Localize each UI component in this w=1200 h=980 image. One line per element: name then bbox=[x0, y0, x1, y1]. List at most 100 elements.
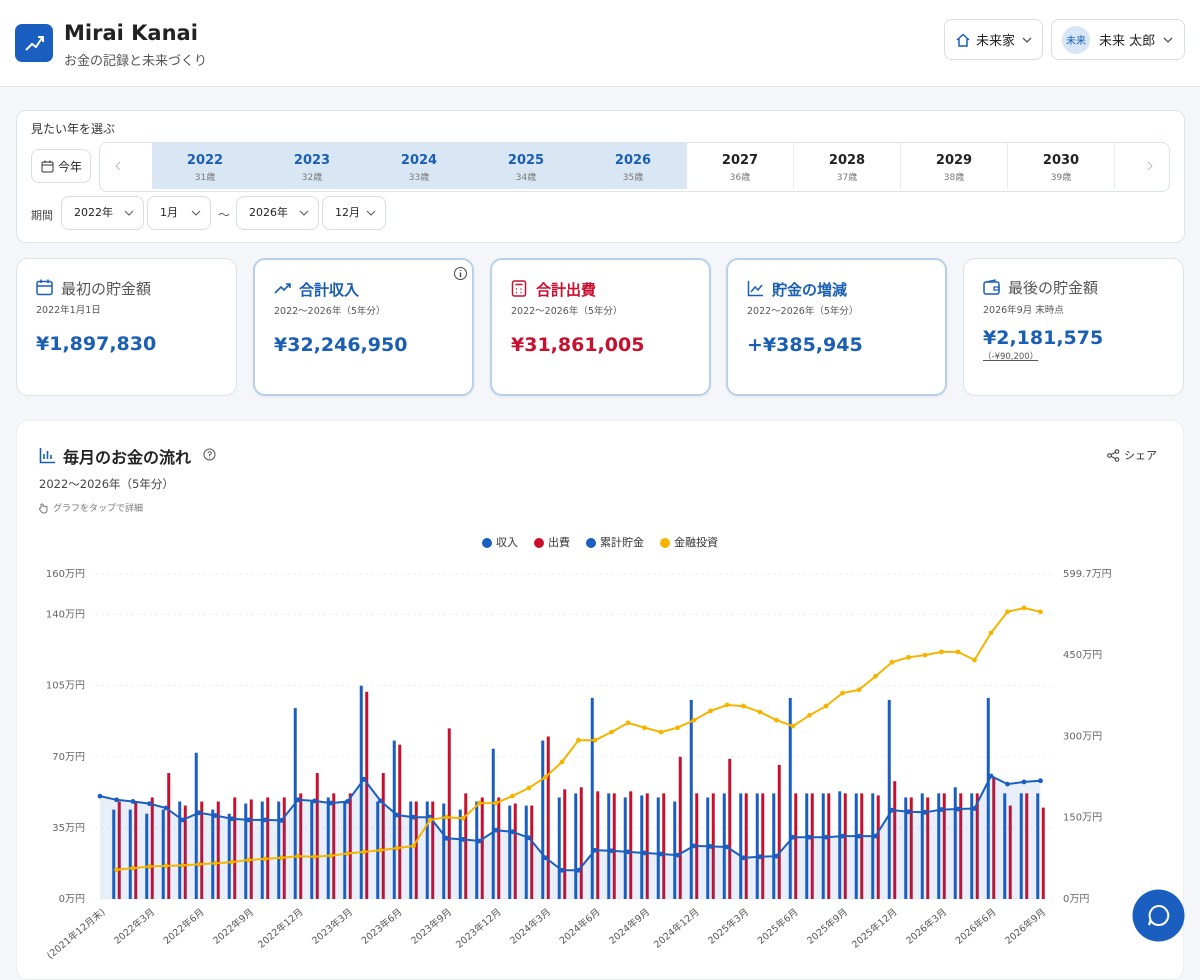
scroll-left[interactable] bbox=[114, 161, 122, 171]
point bbox=[1005, 609, 1010, 615]
bar bbox=[128, 809, 132, 899]
year-cell[interactable]: 2027 36歳 bbox=[687, 143, 794, 189]
year-cell[interactable]: 2026 35歳 bbox=[580, 143, 687, 189]
bar bbox=[926, 797, 930, 899]
bar bbox=[739, 793, 743, 899]
card-value: ¥32,246,950 bbox=[274, 334, 408, 356]
point bbox=[922, 809, 928, 815]
card-title: 貯金の増減 bbox=[772, 281, 848, 299]
bar bbox=[475, 801, 479, 899]
year-cell[interactable]: 2022 31歳 bbox=[152, 143, 259, 189]
point bbox=[163, 863, 169, 869]
year-label: 2028 bbox=[828, 153, 866, 168]
year-cell[interactable]: 2030 39歳 bbox=[1008, 143, 1115, 189]
card-subtitle: 2026年9月 末時点 bbox=[983, 305, 1064, 316]
chat-button[interactable] bbox=[1132, 889, 1185, 942]
user-button[interactable]: 未来 未来 太郎 bbox=[1051, 19, 1185, 60]
bar bbox=[310, 801, 314, 899]
bar bbox=[431, 801, 435, 899]
bar bbox=[178, 801, 182, 899]
bar bbox=[755, 793, 759, 899]
point bbox=[592, 847, 598, 853]
bar bbox=[970, 793, 974, 899]
year-label: 2027 bbox=[721, 153, 759, 168]
year-cell[interactable]: 2025 34歳 bbox=[473, 143, 580, 189]
bar bbox=[772, 793, 776, 899]
x-tick-label: 2023年6月 bbox=[359, 906, 404, 947]
share-label: シェア bbox=[1124, 449, 1157, 462]
point bbox=[543, 774, 548, 780]
point bbox=[312, 798, 317, 804]
bar bbox=[546, 736, 550, 899]
bar bbox=[398, 744, 402, 899]
point bbox=[97, 793, 103, 799]
point bbox=[592, 737, 598, 743]
bar-chart-icon bbox=[39, 448, 55, 464]
point bbox=[130, 799, 136, 804]
card-subtitle: 2022〜2026年（5年分） bbox=[511, 306, 623, 317]
chevron bbox=[1022, 37, 1032, 43]
age-label: 34歳 bbox=[515, 173, 537, 183]
hand-icon bbox=[38, 503, 48, 514]
share-button[interactable]: シェア bbox=[1107, 447, 1157, 463]
today-button[interactable]: 今年 bbox=[31, 149, 91, 183]
bar bbox=[640, 795, 644, 899]
point bbox=[576, 867, 581, 873]
point bbox=[229, 816, 235, 822]
bar bbox=[838, 791, 842, 899]
household-button[interactable]: 未来家 bbox=[944, 19, 1043, 60]
point bbox=[411, 814, 416, 820]
point bbox=[840, 833, 845, 839]
info-icon[interactable] bbox=[453, 266, 468, 281]
bar bbox=[409, 801, 413, 899]
year-cell[interactable]: 2028 37歳 bbox=[794, 143, 901, 189]
end-month-select[interactable]: 12月 bbox=[322, 196, 386, 230]
age-label: 39歳 bbox=[1050, 173, 1072, 183]
x-tick-label: 2023年12月 bbox=[453, 906, 503, 951]
bar bbox=[761, 793, 765, 899]
year-cell[interactable]: 2023 32歳 bbox=[259, 143, 366, 189]
help-icon[interactable] bbox=[203, 448, 216, 461]
point bbox=[328, 800, 334, 806]
bar bbox=[194, 752, 198, 899]
point bbox=[955, 806, 961, 812]
start-year-select[interactable]: 2022年 bbox=[61, 196, 144, 230]
bar bbox=[167, 773, 171, 899]
bar bbox=[1019, 793, 1023, 899]
y-tick-label: 105万円 bbox=[46, 681, 85, 692]
y-tick-label: 140万円 bbox=[46, 610, 85, 621]
summary-card[interactable]: 合計収入 2022〜2026年（5年分） ¥32,246,950 bbox=[253, 258, 474, 396]
year-cell[interactable]: 2029 38歳 bbox=[901, 143, 1008, 189]
bar bbox=[557, 797, 561, 899]
year-label: 2023 bbox=[293, 153, 331, 168]
bar bbox=[458, 809, 462, 899]
bar bbox=[876, 795, 880, 899]
bar bbox=[629, 791, 633, 899]
household-name: 未来家 bbox=[976, 34, 1016, 49]
chart-title: 毎月のお金の流れ bbox=[63, 448, 192, 467]
bar bbox=[975, 793, 979, 899]
point bbox=[295, 797, 301, 803]
start-month-select[interactable]: 1月 bbox=[147, 196, 211, 230]
point bbox=[345, 799, 350, 804]
point bbox=[213, 860, 218, 866]
card-value: +¥385,945 bbox=[747, 334, 863, 356]
point bbox=[856, 687, 862, 693]
point bbox=[939, 649, 944, 655]
year-label: 2025 bbox=[507, 153, 545, 168]
bar bbox=[986, 697, 990, 899]
point bbox=[906, 654, 911, 660]
summary-card[interactable]: 合計出費 2022〜2026年（5年分） ¥31,861,005 bbox=[490, 258, 711, 396]
scroll-right[interactable] bbox=[1146, 161, 1154, 171]
bar bbox=[1003, 793, 1007, 899]
bar bbox=[425, 801, 429, 899]
point bbox=[724, 702, 730, 708]
y2-tick-label: 450万円 bbox=[1063, 650, 1102, 661]
end-year-select[interactable]: 2026年 bbox=[236, 196, 319, 230]
year-cell[interactable]: 2024 33歳 bbox=[366, 143, 473, 189]
header: Mirai Kanai お金の記録と未来づくり 未来家 未来 未来 太郎 bbox=[0, 0, 1200, 87]
bar bbox=[541, 740, 545, 899]
x-tick-label: 2025年12月 bbox=[849, 906, 899, 951]
point bbox=[477, 838, 482, 844]
summary-card[interactable]: 貯金の増減 2022〜2026年（5年分） +¥385,945 bbox=[726, 258, 947, 396]
